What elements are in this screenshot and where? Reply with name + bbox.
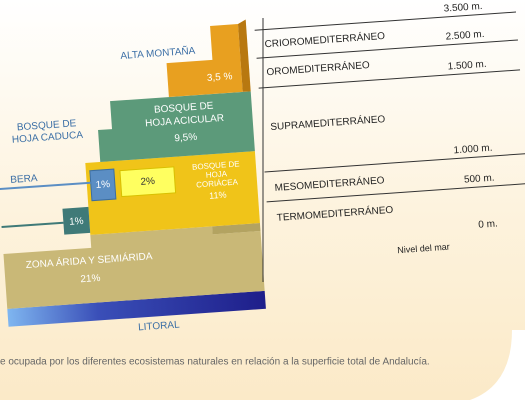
zone-line [256, 39, 518, 59]
riparian-box [89, 168, 117, 202]
label: BOSQUE DE [192, 159, 240, 171]
percent: 1% [95, 179, 110, 191]
conifer [98, 91, 255, 162]
percent: 3,5 % [207, 71, 233, 84]
label: HOJA CADUCA [12, 130, 84, 146]
label: BERA [10, 173, 38, 186]
leader [1, 221, 64, 229]
percent: 1% [69, 216, 84, 228]
altitude: 1.000 m. [453, 143, 493, 157]
altitude: 2.500 m. [445, 29, 485, 43]
caption: e ocupada por los diferentes ecosistemas… [0, 357, 430, 368]
side [237, 19, 251, 92]
leader [0, 181, 91, 191]
label: BOSQUE DE [154, 101, 214, 116]
high-mountain [166, 24, 243, 98]
zone-line [258, 69, 521, 89]
label: LITORAL [138, 319, 181, 333]
altitude: 500 m. [464, 173, 495, 186]
altitude: 0 m. [478, 218, 498, 230]
altitude: 3.500 m. [443, 1, 483, 15]
percent: 2% [140, 176, 155, 188]
zone-line [266, 183, 525, 203]
percent: 11% [209, 190, 227, 201]
deciduous-box [119, 166, 177, 198]
zone-line [254, 11, 517, 31]
altitude: 1.500 m. [447, 59, 487, 73]
arid-zone [3, 226, 265, 309]
sea-level: Nivel del mar [397, 242, 450, 256]
label: CORIÁCEA [196, 178, 239, 190]
litoral [7, 290, 266, 327]
label: BOSQUE DE [17, 118, 77, 133]
corner [470, 330, 525, 400]
step [212, 222, 261, 235]
label: HOJA [205, 169, 228, 180]
mountain: ALTA MONTAÑA 3,5 % BOSQUE DE HOJA ACICUL… [0, 19, 266, 333]
zone-line [264, 153, 525, 173]
other-box [62, 206, 91, 235]
footer-band [0, 400, 525, 414]
percent: 21% [80, 273, 101, 285]
label: HOJA ACICULAR [145, 113, 224, 129]
percent: 9,5% [174, 132, 198, 145]
